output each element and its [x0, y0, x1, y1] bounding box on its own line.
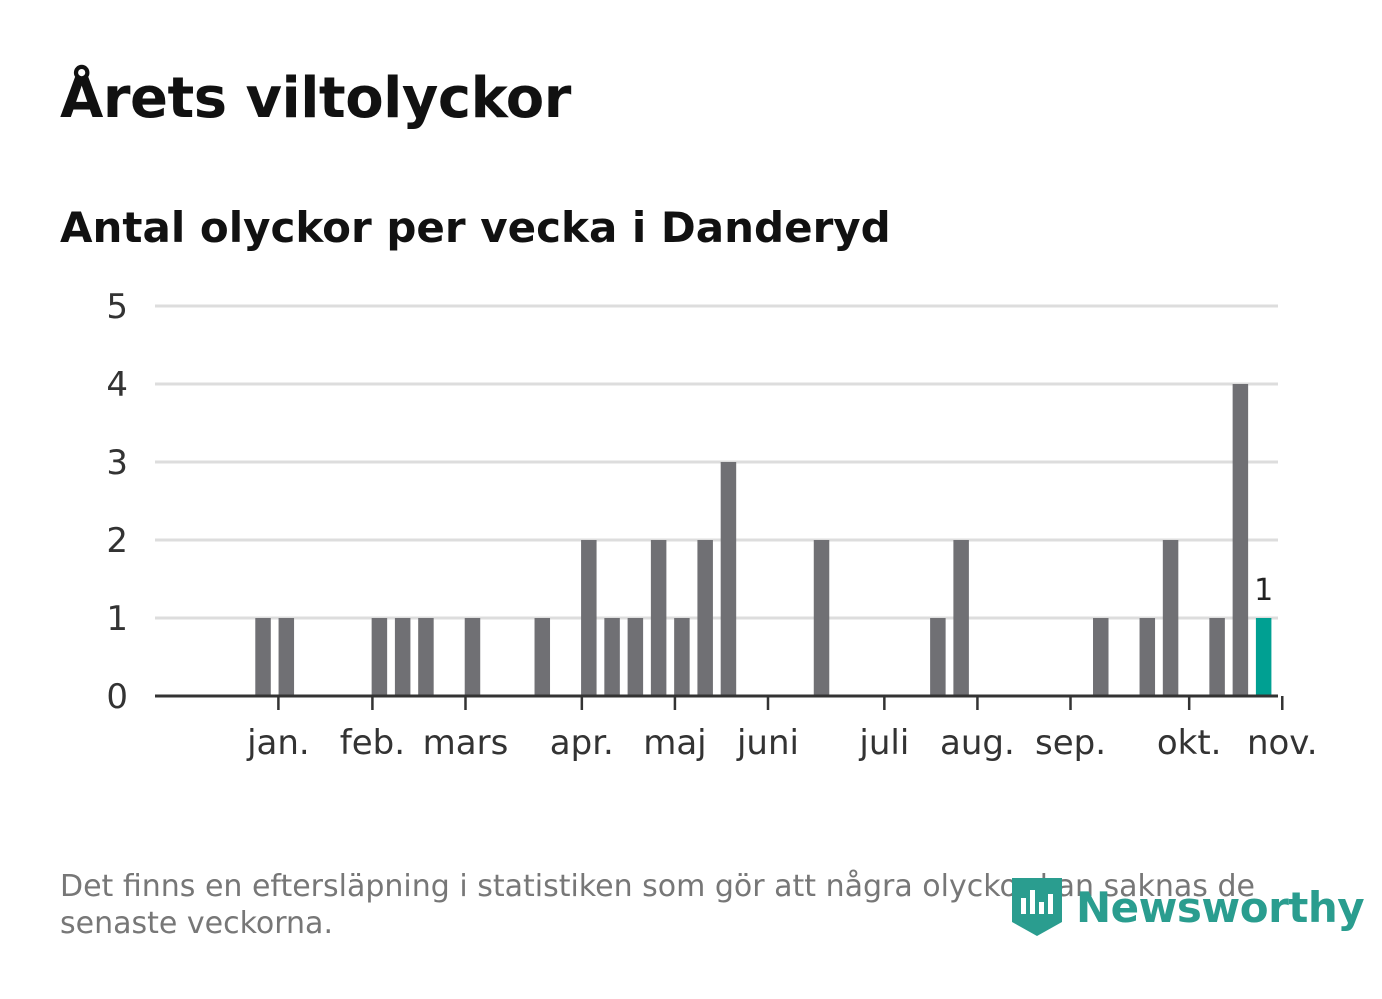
- y-tick-label: 3: [106, 443, 128, 483]
- bar: [1232, 384, 1249, 696]
- newsworthy-logo-icon: [1012, 878, 1062, 936]
- bar: [1093, 618, 1109, 696]
- y-tick-label: 0: [106, 677, 128, 717]
- x-tick-label: okt.: [1157, 723, 1222, 763]
- bar-highlighted: [1255, 618, 1272, 696]
- x-tick-label: nov.: [1247, 723, 1318, 763]
- bar: [604, 618, 620, 696]
- bar: [930, 618, 946, 696]
- bar: [953, 540, 969, 696]
- bar: [464, 618, 481, 696]
- bar: [534, 618, 551, 696]
- bar: [418, 618, 434, 696]
- bar: [255, 618, 271, 696]
- chart-title: Årets viltolyckor: [60, 66, 571, 131]
- x-tick-label: juni: [736, 723, 799, 763]
- brand-name: Newsworthy: [1076, 882, 1365, 932]
- x-tick-label: sep.: [1035, 723, 1106, 763]
- bar: [278, 618, 295, 696]
- x-tick-label: mars: [423, 723, 509, 763]
- x-tick-label: feb.: [340, 723, 405, 763]
- bar: [813, 540, 830, 696]
- y-tick-label: 4: [106, 365, 128, 405]
- bar: [1162, 540, 1179, 696]
- bar: [674, 618, 690, 696]
- bar: [371, 618, 388, 696]
- bar-chart: 0 1 2 3 4 5 1 jan. feb. mars apr. maj juni juli aug. se…: [106, 287, 1318, 763]
- bar: [650, 540, 667, 696]
- bar: [627, 618, 644, 696]
- bar: [1139, 618, 1156, 696]
- x-tick-label: apr.: [550, 723, 614, 763]
- bar: [720, 462, 737, 696]
- x-tick-label: aug.: [940, 723, 1015, 763]
- x-tick-label: juli: [858, 723, 909, 763]
- x-tick-label: maj: [643, 723, 706, 763]
- bar: [394, 618, 411, 696]
- y-tick-label: 2: [106, 521, 128, 561]
- newsworthy-logo: Newsworthy: [1012, 878, 1365, 936]
- chart-subtitle: Antal olyckor per vecka i Danderyd: [60, 203, 891, 252]
- bar: [697, 540, 713, 696]
- x-tick-label: jan.: [246, 723, 310, 763]
- bar-data-label: 1: [1254, 573, 1273, 608]
- y-tick-label: 5: [106, 287, 128, 327]
- bar: [1209, 618, 1225, 696]
- y-tick-label: 1: [106, 599, 128, 639]
- bar: [581, 540, 597, 696]
